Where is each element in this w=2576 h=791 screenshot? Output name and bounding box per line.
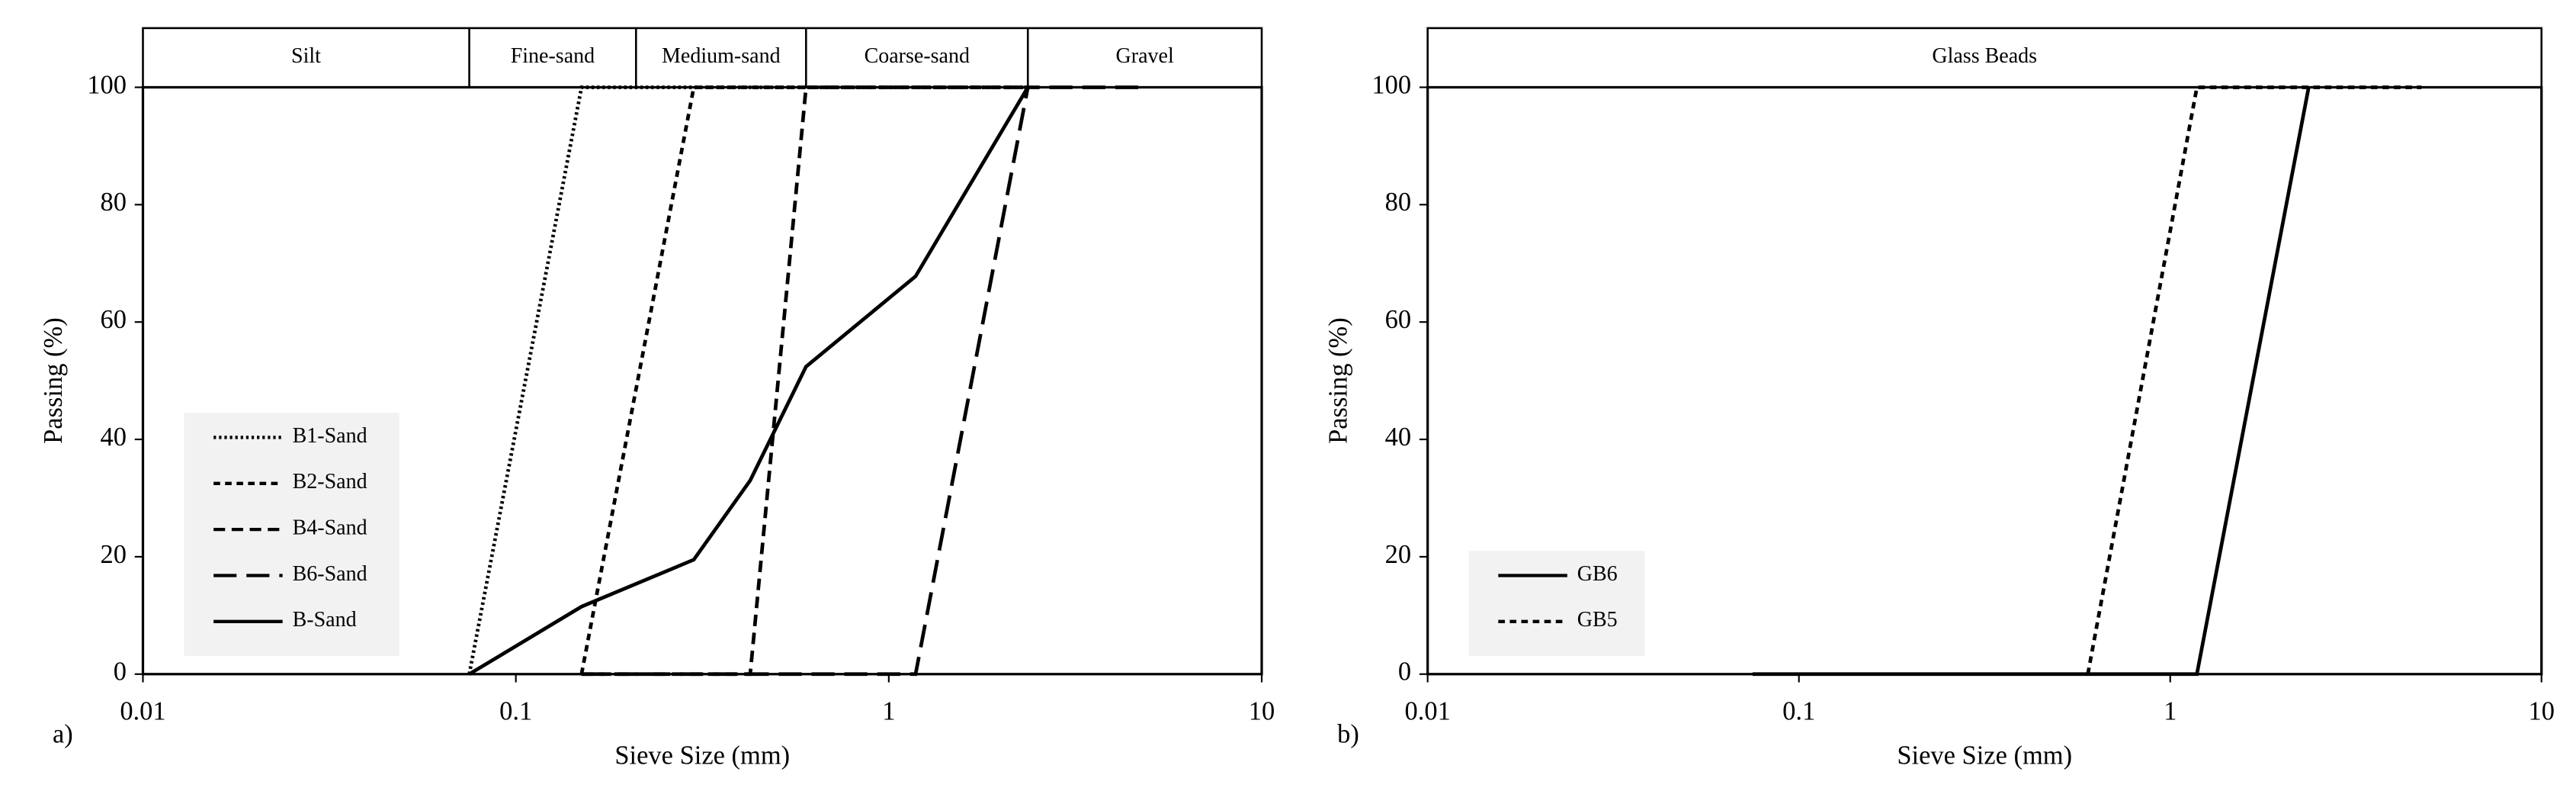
series-line [581,85,1028,677]
band-label: Glass Beads [1932,44,2037,68]
x-axis-label: Sieve Size (mm) [614,741,790,770]
y-tick-label: 20 [100,540,126,569]
x-axis-label: Sieve Size (mm) [1897,741,2072,770]
band-label: Coarse-sand [865,44,970,68]
series-line [579,85,1028,675]
y-tick-label: 0 [114,658,127,686]
y-tick-label: 60 [1385,305,1411,334]
legend-label: B-Sand [293,608,357,632]
y-tick-label: 40 [1385,423,1411,452]
panel-label: a) [53,720,73,749]
y-tick-label: 20 [1385,540,1411,569]
legend-label: GB6 [1577,562,1618,586]
y-tick-label: 100 [1371,70,1411,99]
panel-label: b) [1337,720,1359,749]
series-line [2086,85,2422,675]
x-tick-label: 1 [2164,696,2177,725]
series-line [467,85,1028,675]
y-tick-label: 80 [1385,188,1411,217]
legend-box [1468,551,1645,657]
legend-label: B4-Sand [293,516,367,540]
y-tick-label: 100 [87,70,127,99]
y-axis-label: Passing (%) [39,317,68,444]
legend-label: B1-Sand [293,424,367,448]
x-tick-label: 0.1 [1782,696,1815,725]
y-tick-label: 80 [100,188,126,217]
x-tick-label: 0.1 [499,696,532,725]
legend-label: GB5 [1577,608,1618,632]
y-tick-label: 40 [100,423,126,452]
y-axis-label: Passing (%) [1323,317,1352,444]
band-label: Fine-sand [511,44,595,68]
x-tick-label: 0.01 [1405,696,1451,725]
legend-box [184,413,399,657]
x-tick-label: 1 [882,696,895,725]
series-line [581,85,1141,677]
legend-label: B2-Sand [293,470,367,494]
band-label: Silt [291,44,321,68]
x-tick-label: 0.01 [120,696,165,725]
series-line [1752,86,2311,677]
y-tick-label: 60 [100,305,126,334]
series-line [468,86,1030,676]
x-tick-label: 10 [2529,696,2555,725]
band-label: Gravel [1116,44,1174,68]
x-tick-label: 10 [1249,696,1275,725]
y-tick-label: 0 [1398,658,1411,686]
legend-label: B6-Sand [293,562,367,586]
band-label: Medium-sand [662,44,781,68]
